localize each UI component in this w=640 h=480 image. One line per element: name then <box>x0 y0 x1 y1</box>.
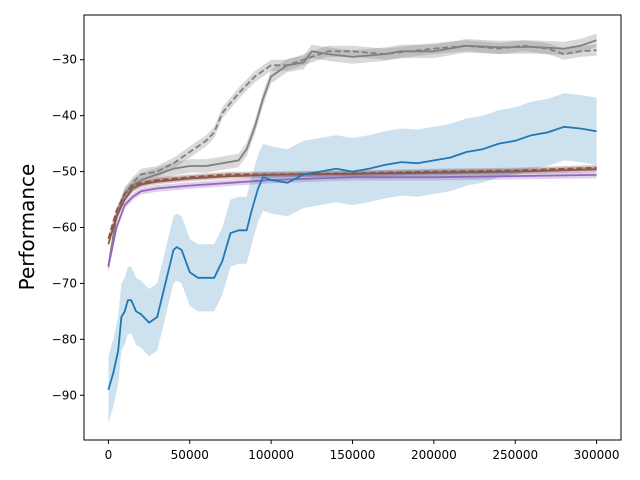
series-1-band <box>108 40 597 273</box>
series-1-line <box>107 44 597 267</box>
x-tick-label-0: 0 <box>105 448 113 462</box>
y-tick-label-3: −60 <box>52 221 77 235</box>
y-tick-label-1: −80 <box>52 332 77 346</box>
y-axis: −90 −80 −70 −60 −50 −40 −30 <box>52 53 84 402</box>
series-0-line <box>107 39 597 267</box>
y-tick-label-2: −70 <box>52 276 77 290</box>
x-tick-label-3: 150000 <box>330 448 376 462</box>
series-lines <box>107 39 597 390</box>
y-axis-label: Performance <box>15 164 39 291</box>
y-tick-label-0: −90 <box>52 388 77 402</box>
x-tick-label-1: 50000 <box>171 448 209 462</box>
series-bands <box>108 33 597 424</box>
y-tick-label-5: −40 <box>52 109 77 123</box>
x-tick-label-6: 300000 <box>574 448 620 462</box>
series-5-line <box>107 125 597 390</box>
y-tick-label-4: −50 <box>52 165 77 179</box>
series-2-line <box>107 166 597 239</box>
series-5-band <box>108 93 597 424</box>
series-4-line <box>107 174 597 267</box>
y-tick-label-6: −30 <box>52 53 77 67</box>
x-tick-label-5: 250000 <box>492 448 538 462</box>
x-axis: 0 50000 100000 150000 200000 250000 300000 <box>105 440 620 462</box>
x-tick-label-2: 100000 <box>248 448 294 462</box>
plot-frame <box>83 14 622 441</box>
x-tick-label-4: 200000 <box>411 448 457 462</box>
series-3-line <box>107 168 597 245</box>
